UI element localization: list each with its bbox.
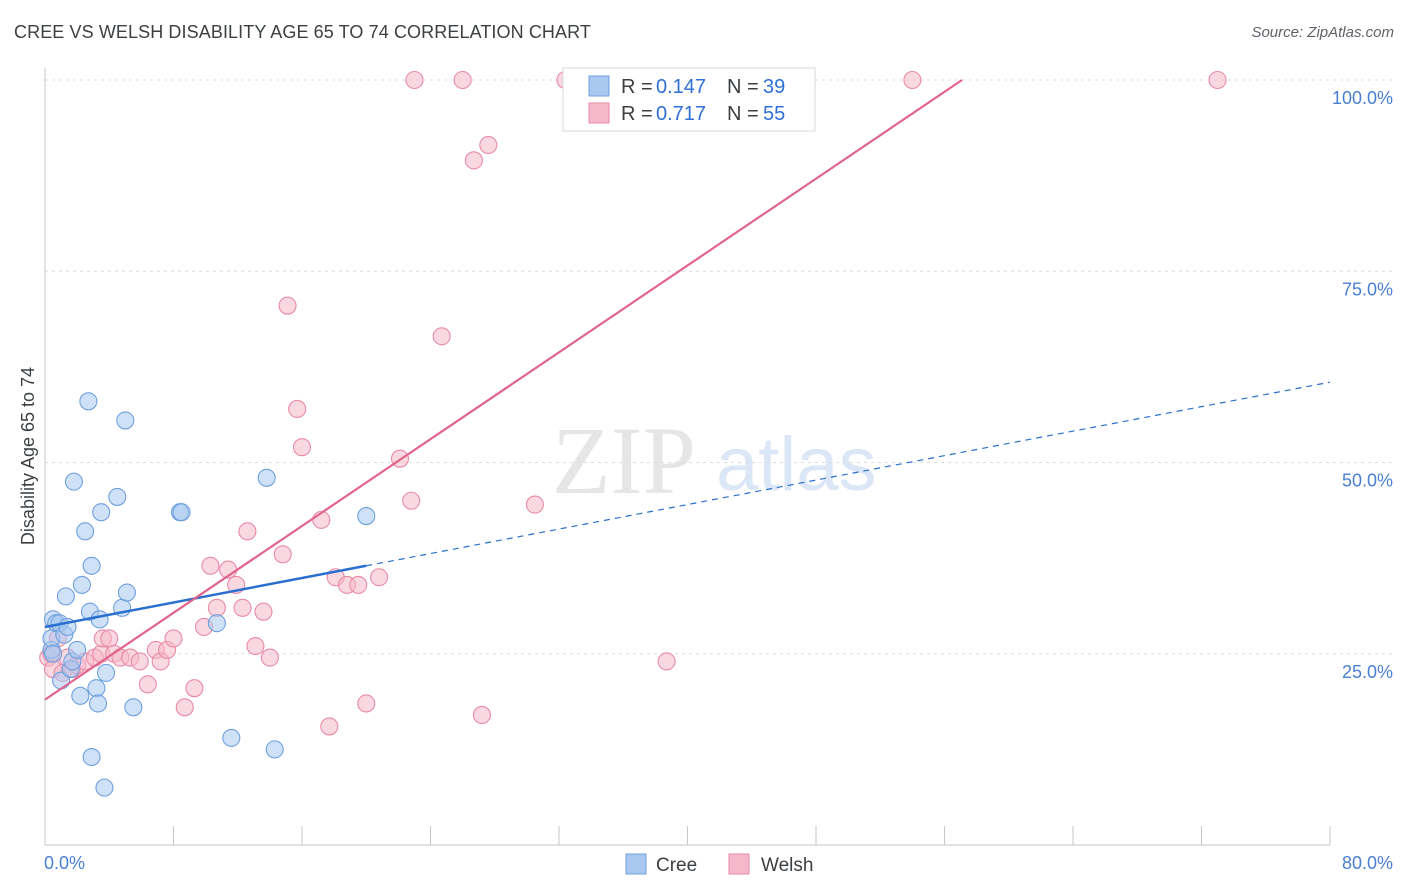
cree-points	[42, 392, 376, 797]
cree-point	[76, 522, 95, 541]
welsh-point	[349, 575, 368, 594]
stats-swatch-cree	[588, 75, 610, 97]
cree-trend-line	[44, 564, 367, 629]
welsh-point	[254, 602, 273, 621]
welsh-point	[472, 705, 491, 725]
legend-label-welsh[interactable]: Welsh	[761, 855, 813, 876]
cree-point	[87, 679, 106, 698]
stats-r-label-cree: R =	[621, 76, 658, 98]
legend-label-cree[interactable]: Cree	[656, 855, 697, 876]
watermark-atlas: atlas	[716, 422, 877, 507]
welsh-point	[238, 522, 257, 541]
welsh-point	[525, 495, 544, 514]
welsh-point	[357, 694, 376, 713]
cree-point	[222, 728, 241, 747]
cree-point	[82, 556, 101, 575]
stats-box: R = 0.147 N = 39 R = 0.717 N = 55	[562, 67, 816, 132]
x-tick-label-min: 0.0%	[44, 853, 85, 873]
legend-swatch-welsh[interactable]	[728, 853, 750, 875]
stats-n-value-cree: 39	[763, 76, 785, 98]
cree-point	[357, 506, 376, 526]
welsh-point	[278, 296, 297, 315]
welsh-point	[903, 70, 922, 90]
legend-swatch-cree[interactable]	[625, 853, 647, 875]
cree-point	[265, 740, 284, 759]
legend: Cree Welsh	[625, 853, 813, 876]
cree-point	[116, 411, 135, 430]
cree-point	[71, 686, 90, 705]
chart-title: CREE VS WELSH DISABILITY AGE 65 TO 74 CO…	[14, 22, 592, 42]
welsh-trend-line	[44, 79, 963, 701]
welsh-point	[246, 637, 265, 656]
welsh-point	[453, 70, 472, 90]
cree-point	[124, 698, 143, 717]
cree-point	[43, 644, 63, 663]
cree-point	[96, 663, 116, 682]
y-tick-label: 100.0%	[1332, 88, 1393, 108]
cree-point	[257, 468, 276, 487]
stats-n-value-welsh: 55	[763, 103, 785, 125]
welsh-point	[130, 652, 149, 671]
cree-point	[64, 472, 83, 491]
gridlines	[45, 79, 1392, 655]
welsh-point	[405, 70, 424, 90]
stats-n-label-welsh: N =	[727, 103, 764, 125]
welsh-point	[1208, 70, 1227, 90]
welsh-point	[370, 568, 389, 587]
cree-point	[92, 503, 111, 522]
welsh-point	[288, 399, 307, 419]
welsh-point	[292, 438, 312, 457]
cree-point	[68, 640, 87, 659]
welsh-point	[233, 598, 252, 617]
cree-point	[56, 587, 75, 606]
y-tick-labels: 25.0% 50.0% 75.0% 100.0%	[1332, 88, 1393, 682]
cree-point	[88, 694, 108, 713]
welsh-point	[402, 491, 421, 510]
welsh-point	[320, 717, 339, 736]
cree-point	[79, 392, 98, 411]
welsh-point	[432, 327, 451, 346]
source-credit: Source: ZipAtlas.com	[1251, 24, 1394, 41]
welsh-point	[175, 698, 194, 717]
cree-point	[82, 747, 101, 767]
x-tick-label-max: 80.0%	[1342, 853, 1393, 873]
welsh-point	[657, 652, 676, 671]
welsh-point	[273, 545, 292, 564]
welsh-point	[260, 648, 279, 667]
y-tick-label: 75.0%	[1342, 279, 1393, 299]
y-axis-label: Disability Age 65 to 74	[18, 367, 38, 545]
welsh-point	[207, 598, 226, 617]
welsh-point	[100, 629, 119, 648]
welsh-point	[464, 151, 483, 170]
stats-r-label-welsh: R =	[621, 103, 658, 125]
welsh-point	[479, 135, 498, 155]
welsh-point	[185, 679, 204, 698]
welsh-points	[39, 70, 1227, 736]
y-tick-label: 50.0%	[1342, 471, 1393, 491]
cree-point	[207, 614, 226, 633]
stats-n-label-cree: N =	[727, 76, 764, 98]
stats-swatch-welsh	[588, 102, 610, 124]
cree-trend-extension	[366, 381, 1331, 567]
cree-point	[90, 610, 109, 629]
cree-point	[95, 778, 114, 797]
welsh-point	[138, 675, 157, 694]
stats-r-value-welsh: 0.717	[656, 103, 706, 125]
cree-point	[72, 575, 91, 594]
stats-r-value-cree: 0.147	[656, 76, 706, 98]
welsh-point	[164, 629, 183, 648]
cree-point	[117, 583, 136, 602]
cree-point	[108, 487, 127, 506]
x-ticks	[44, 826, 1331, 845]
watermark-zip: ZIP	[552, 407, 696, 514]
y-tick-label: 25.0%	[1342, 662, 1393, 682]
trend-lines	[44, 79, 1331, 701]
welsh-point	[201, 556, 220, 575]
cree-point	[172, 503, 191, 522]
